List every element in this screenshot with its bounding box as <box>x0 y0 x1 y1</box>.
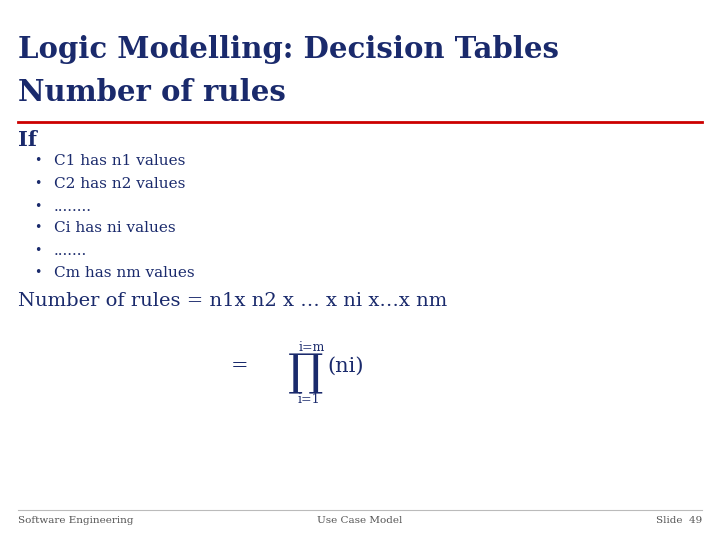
Text: i=1: i=1 <box>297 393 320 406</box>
Text: C2 has n2 values: C2 has n2 values <box>54 177 185 191</box>
Text: i=m: i=m <box>299 341 325 354</box>
Text: Ci has ni values: Ci has ni values <box>54 221 176 235</box>
Text: .......: ....... <box>54 244 87 258</box>
Text: •: • <box>35 266 42 279</box>
Text: •: • <box>35 221 42 234</box>
Text: (ni): (ni) <box>328 356 364 375</box>
Text: •: • <box>35 200 42 213</box>
Text: Cm has nm values: Cm has nm values <box>54 266 194 280</box>
Text: •: • <box>35 154 42 167</box>
Text: Slide  49: Slide 49 <box>656 516 702 525</box>
Text: Logic Modelling: Decision Tables: Logic Modelling: Decision Tables <box>18 35 559 64</box>
Text: Use Case Model: Use Case Model <box>318 516 402 525</box>
Text: Number of rules: Number of rules <box>18 78 286 107</box>
Text: If: If <box>18 130 37 150</box>
Text: ........: ........ <box>54 200 92 214</box>
Text: •: • <box>35 177 42 190</box>
Text: Number of rules = n1x n2 x … x ni x…x nm: Number of rules = n1x n2 x … x ni x…x nm <box>18 292 447 309</box>
Text: •: • <box>35 244 42 257</box>
Text: =: = <box>230 356 248 375</box>
Text: C1 has n1 values: C1 has n1 values <box>54 154 185 168</box>
Text: ∏: ∏ <box>288 351 323 394</box>
Text: Software Engineering: Software Engineering <box>18 516 133 525</box>
